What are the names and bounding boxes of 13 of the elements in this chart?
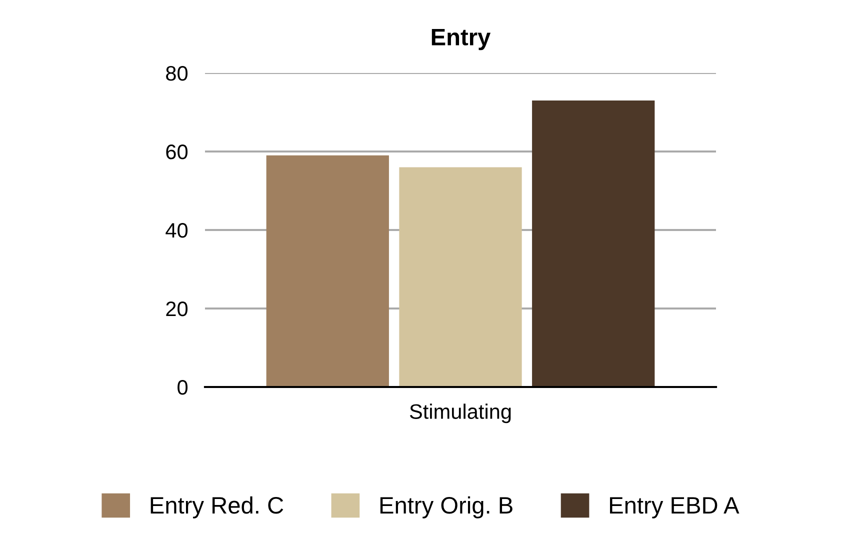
y-tick-label: 20 <box>166 302 188 316</box>
bar <box>399 167 522 387</box>
x-tick-label: Stimulating <box>410 404 511 424</box>
y-tick-label: 60 <box>166 144 188 160</box>
y-tick-label: 40 <box>166 223 188 238</box>
bar <box>532 100 655 387</box>
y-tick-label: 0 <box>178 380 188 395</box>
chart-title: Entry <box>432 28 491 50</box>
legend-label: Entry EBD A <box>610 497 740 518</box>
y-tick-label: 80 <box>166 66 188 81</box>
bar <box>266 155 389 387</box>
legend-label: Entry Red. C <box>150 496 284 518</box>
legend-label: Entry Orig. B <box>380 496 512 518</box>
